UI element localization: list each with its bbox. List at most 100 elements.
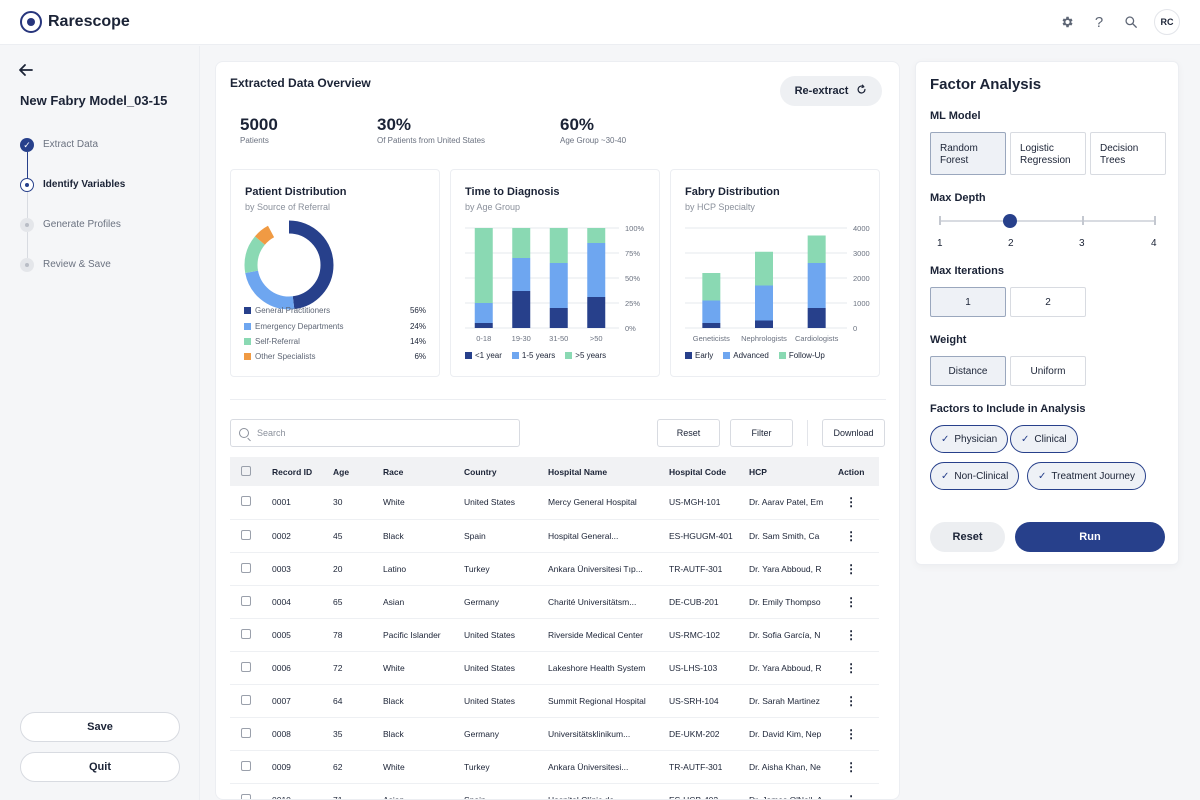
table-row[interactable]: 0001 30 White United States Mercy General Ho… [230, 486, 880, 520]
step-generate-profiles[interactable]: Generate Profiles [20, 218, 125, 258]
row-checkbox[interactable] [241, 793, 251, 799]
table-row[interactable]: 0008 35 Black Germany Universitätsklinikum..… [230, 717, 880, 751]
table-cell: White [379, 651, 460, 685]
table-row[interactable]: 0009 62 White Turkey Ankara Üniversitesi... T… [230, 750, 880, 784]
save-button[interactable]: Save [20, 712, 180, 742]
legend-label: Early [695, 351, 714, 360]
model-option-decision-trees[interactable]: Decision Trees [1090, 132, 1166, 175]
table-row[interactable]: 0005 78 Pacific Islander United States River… [230, 618, 880, 652]
row-checkbox[interactable] [241, 661, 251, 672]
table-cell: 71 [329, 783, 379, 799]
row-checkbox[interactable] [241, 562, 251, 573]
x-tick-label: Nephrologists [741, 334, 787, 343]
row-checkbox[interactable] [241, 595, 251, 606]
table-row[interactable]: 0004 65 Asian Germany Charité Universitätsm.… [230, 585, 880, 619]
table-cell: Dr. Aisha Khan, Ne [745, 750, 824, 784]
back-arrow-icon[interactable] [18, 62, 34, 83]
bar-segment [549, 228, 568, 263]
select-all-checkbox[interactable] [241, 465, 251, 476]
bar-segment [702, 323, 721, 328]
table-cell: Dr. Sam Smith, Ca [745, 519, 824, 553]
row-checkbox[interactable] [241, 628, 251, 639]
row-checkbox[interactable] [241, 529, 251, 540]
more-actions-icon[interactable]: ⋮ [823, 684, 880, 718]
iteration-option-1[interactable]: 1 [930, 287, 1006, 317]
table-cell: United States [460, 651, 544, 685]
table-header-row: Record ID Age Race Country Hospital Name… [230, 457, 880, 486]
run-button[interactable]: Run [1015, 522, 1165, 552]
column-header[interactable]: Hospital Code [665, 457, 745, 486]
table-cell: 0005 [268, 618, 329, 652]
column-header[interactable]: Record ID [268, 457, 329, 486]
y-tick-label: 0% [625, 324, 636, 333]
avatar[interactable]: RC [1154, 9, 1180, 35]
table-cell: US-LHS-103 [665, 651, 745, 685]
panel-title: Factor Analysis [930, 76, 1042, 93]
more-actions-icon[interactable]: ⋮ [823, 651, 880, 685]
more-actions-icon[interactable]: ⋮ [823, 585, 880, 619]
model-option-random-forest[interactable]: Random Forest [930, 132, 1006, 175]
logo-icon [20, 11, 42, 33]
reextract-button[interactable]: Re-extract [780, 76, 882, 106]
max-depth-label: Max Depth [930, 192, 986, 204]
table-cell: Mercy General Hospital [544, 486, 665, 520]
divider [230, 399, 886, 400]
table-row[interactable]: 0002 45 Black Spain Hospital General... ES-HG… [230, 519, 880, 553]
legend-swatch [244, 307, 251, 314]
step-review-save[interactable]: Review & Save [20, 258, 125, 298]
step-extract-data[interactable]: ✓ Extract Data [20, 138, 125, 178]
depth-slider-track[interactable] [940, 220, 1155, 222]
weight-option-uniform[interactable]: Uniform [1010, 356, 1086, 386]
search-icon[interactable] [1118, 9, 1144, 35]
app-logo[interactable]: Rarescope [20, 11, 130, 33]
more-actions-icon[interactable]: ⋮ [823, 750, 880, 784]
more-actions-icon[interactable]: ⋮ [823, 783, 880, 799]
help-icon[interactable]: ? [1094, 13, 1104, 31]
step-identify-variables[interactable]: Identify Variables [20, 178, 125, 218]
reset-table-button[interactable]: Reset [657, 419, 720, 447]
more-actions-icon[interactable]: ⋮ [823, 552, 880, 586]
table-row[interactable]: 0010 71 Asian Spain Hospital Clínic de... ES-… [230, 783, 880, 799]
more-actions-icon[interactable]: ⋮ [823, 486, 880, 520]
iteration-option-2[interactable]: 2 [1010, 287, 1086, 317]
row-checkbox[interactable] [241, 727, 251, 738]
row-checkbox[interactable] [241, 760, 251, 771]
factor-chip-treatment-journey[interactable]: ✓ Treatment Journey [1027, 462, 1146, 490]
bar-segment [702, 300, 721, 323]
column-header[interactable]: Hospital Name [544, 457, 665, 486]
download-button[interactable]: Download [822, 419, 885, 447]
more-actions-icon[interactable]: ⋮ [823, 618, 880, 652]
filter-button[interactable]: Filter [730, 419, 793, 447]
weight-option-distance[interactable]: Distance [930, 356, 1006, 386]
table-row[interactable]: 0006 72 White United States Lakeshore Health… [230, 651, 880, 685]
more-actions-icon[interactable]: ⋮ [823, 717, 880, 751]
table-row[interactable]: 0007 64 Black United States Summit Regional … [230, 684, 880, 718]
column-header[interactable]: Age [329, 457, 379, 486]
reset-button[interactable]: Reset [930, 522, 1005, 552]
factor-chip-physician[interactable]: ✓ Physician [930, 425, 1009, 453]
row-checkbox-cell [230, 783, 268, 799]
max-iterations-label: Max Iterations [930, 265, 1004, 277]
more-actions-icon[interactable]: ⋮ [823, 519, 880, 553]
quit-button[interactable]: Quit [20, 752, 180, 782]
depth-slider-thumb[interactable] [1003, 214, 1017, 228]
fabry-distribution-card: Fabry Distribution by HCP Specialty 4000… [670, 169, 880, 377]
column-header[interactable]: HCP [745, 457, 824, 486]
slider-label: 2 [1008, 238, 1014, 249]
search-box[interactable] [230, 419, 520, 447]
legend-label: >5 years [575, 351, 607, 360]
factor-chip-non-clinical[interactable]: ✓ Non-Clinical [930, 462, 1020, 490]
row-checkbox[interactable] [241, 694, 251, 705]
gear-icon[interactable] [1054, 9, 1080, 35]
column-header[interactable]: Race [379, 457, 460, 486]
table-row[interactable]: 0003 20 Latino Turkey Ankara Üniversitesi Tı… [230, 552, 880, 586]
legend-item: Emergency Departments 24% [244, 322, 426, 331]
legend-swatch [244, 353, 251, 360]
factor-chip-clinical[interactable]: ✓ Clinical [1010, 425, 1078, 453]
column-header[interactable]: Country [460, 457, 544, 486]
model-option-logistic-regression[interactable]: Logistic Regression [1010, 132, 1086, 175]
table-cell: 0008 [268, 717, 329, 751]
bar-segment [755, 251, 773, 286]
search-input[interactable] [257, 428, 497, 438]
row-checkbox[interactable] [241, 496, 251, 507]
